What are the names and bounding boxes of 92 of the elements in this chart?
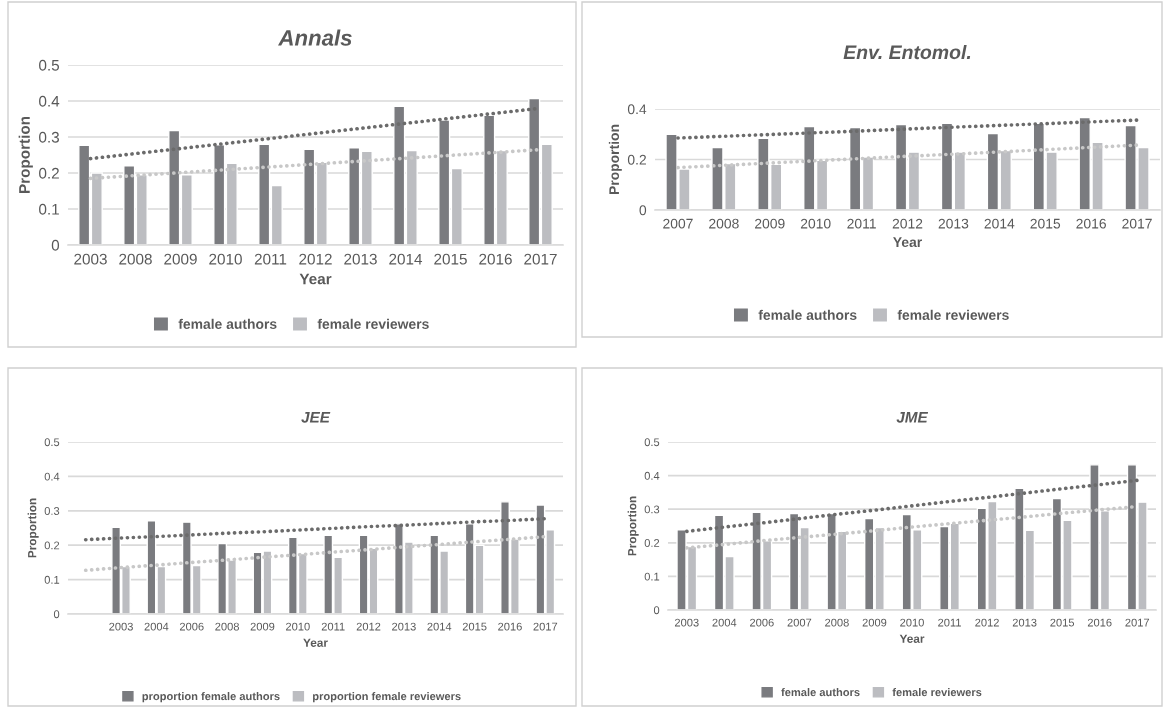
legend-label: proportion female reviewers — [313, 692, 461, 703]
x-tick-label: 2003 — [74, 253, 107, 265]
x-tick-label: 2016 — [498, 622, 522, 631]
x-tick-label: 2016 — [479, 253, 512, 265]
x-tick-label: 2007 — [663, 218, 693, 229]
y-tick-label: 0.2 — [44, 541, 60, 550]
y-tick-label: 0.5 — [39, 59, 60, 71]
y-tick-label: 0.3 — [39, 131, 59, 143]
x-axis-title: Year — [299, 273, 332, 285]
y-tick-label: 0.1 — [39, 203, 59, 215]
x-tick-label: 2015 — [1050, 618, 1075, 627]
line-series — [676, 118, 1139, 140]
x-tick-label: 2003 — [109, 622, 133, 631]
x-axis-title: Year — [893, 237, 922, 248]
x-tick-label: 2012 — [975, 618, 999, 627]
chart-title: JEE — [301, 412, 331, 423]
y-tick-label: 0.3 — [644, 505, 660, 514]
x-tick-label: 2011 — [938, 618, 961, 627]
x-tick-label: 2012 — [892, 218, 923, 229]
y-axis-title: Proportion — [608, 124, 622, 195]
y-tick-label: 0.2 — [644, 539, 660, 547]
x-tick-label: 2004 — [712, 618, 737, 627]
y-tick-label: 0.4 — [44, 472, 60, 481]
y-tick-label: 0 — [653, 606, 660, 615]
x-tick-label: 2011 — [254, 253, 287, 265]
x-tick-label: 2008 — [825, 618, 849, 627]
x-tick-label: 2014 — [427, 622, 452, 631]
legend-label: proportion female authors — [142, 692, 280, 703]
y-tick-label: 0.5 — [44, 438, 60, 447]
line-series — [83, 516, 548, 542]
y-tick-label: 0 — [51, 239, 60, 251]
x-tick-label: 2016 — [1076, 218, 1106, 229]
x-tick-label: 2016 — [1087, 618, 1112, 627]
x-tick-label: 2013 — [344, 253, 377, 265]
x-tick-label: 2010 — [900, 618, 924, 627]
x-tick-label: 2009 — [862, 618, 887, 627]
y-axis-title: Proportion — [18, 116, 33, 194]
x-tick-label: 2013 — [392, 622, 416, 631]
x-tick-label: 2010 — [286, 622, 310, 631]
legend-label: female authors — [178, 318, 277, 329]
y-tick-label: 0.2 — [39, 167, 59, 179]
x-tick-label: 2015 — [462, 622, 487, 631]
x-tick-label: 2008 — [709, 218, 739, 229]
x-tick-label: 2003 — [674, 618, 699, 627]
x-tick-label: 2017 — [533, 622, 558, 631]
x-tick-label: 2009 — [250, 622, 275, 631]
x-tick-label: 2011 — [321, 622, 345, 631]
x-tick-label: 2011 — [847, 218, 876, 229]
y-tick-label: 0.1 — [644, 572, 660, 581]
y-tick-label: 0.4 — [644, 471, 660, 480]
x-tick-label: 2014 — [984, 218, 1015, 229]
x-axis-title: Year — [303, 638, 328, 647]
x-tick-label: 2009 — [164, 253, 197, 265]
x-tick-label: 2012 — [299, 253, 332, 265]
x-tick-label: 2017 — [524, 253, 557, 265]
chart-title: Annals — [278, 29, 352, 46]
x-tick-label: 2013 — [1012, 618, 1037, 627]
y-tick-label: 0.5 — [644, 438, 660, 447]
x-tick-label: 2015 — [1030, 218, 1061, 229]
x-tick-label: 2004 — [144, 622, 169, 631]
line-series — [684, 478, 1140, 534]
x-tick-label: 2017 — [1125, 618, 1150, 627]
x-tick-label: 2007 — [787, 618, 812, 627]
legend-label: female authors — [781, 688, 860, 697]
y-axis-title: Proportion — [627, 496, 639, 556]
chart-title: JME — [896, 412, 929, 423]
legend-label: female reviewers — [892, 688, 982, 697]
y-axis-title: Proportion — [27, 498, 39, 558]
legend-label: female reviewers — [897, 309, 1009, 320]
x-tick-label: 2012 — [356, 622, 381, 631]
y-tick-label: 0.4 — [39, 95, 60, 107]
x-tick-label: 2017 — [1122, 218, 1152, 229]
x-tick-label: 2015 — [434, 253, 467, 265]
x-tick-label: 2008 — [119, 253, 152, 265]
legend-label: female reviewers — [317, 318, 429, 329]
y-tick-label: 0.4 — [627, 104, 647, 115]
x-axis-title: Year — [899, 634, 925, 643]
x-tick-label: 2006 — [750, 618, 774, 627]
x-tick-label: 2010 — [800, 218, 831, 229]
y-tick-label: 0 — [53, 610, 60, 619]
chart-title: Env. Entomol. — [843, 44, 971, 60]
x-tick-label: 2013 — [938, 218, 969, 229]
y-tick-label: 0.1 — [44, 575, 60, 584]
x-tick-label: 2014 — [389, 253, 423, 265]
y-tick-label: 0.3 — [44, 507, 60, 515]
x-tick-label: 2009 — [755, 218, 785, 229]
y-tick-label: 0 — [639, 205, 647, 216]
x-tick-label: 2008 — [215, 622, 239, 631]
legend-label: female authors — [758, 309, 857, 320]
y-tick-label: 0.2 — [627, 154, 646, 165]
x-tick-label: 2006 — [179, 622, 204, 631]
x-tick-label: 2010 — [209, 253, 242, 265]
